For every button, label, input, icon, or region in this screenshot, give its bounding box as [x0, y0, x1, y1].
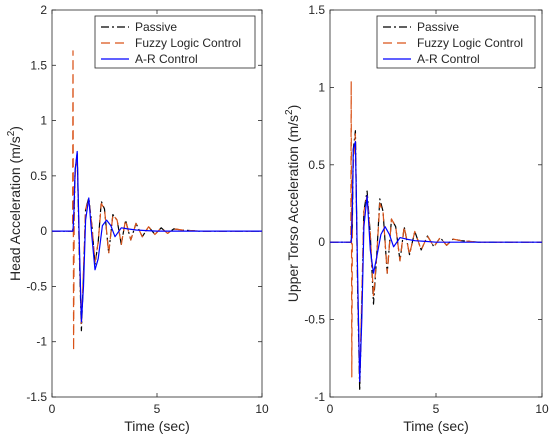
x-axis-label: Time (sec): [124, 418, 190, 434]
y-tick-label: 1: [318, 80, 325, 94]
y-tick-label: 0.5: [30, 169, 47, 183]
y-axis-label-close: ): [7, 126, 23, 131]
y-axis-label-superscript: 2: [284, 109, 295, 115]
x-tick-label: 5: [433, 402, 440, 416]
y-tick-label: 0: [318, 235, 325, 249]
legend-label: Passive: [417, 20, 459, 34]
legend: Passive Fuzzy Logic Control A-R Control: [376, 15, 536, 69]
legend-label: Fuzzy Logic Control: [135, 36, 241, 50]
x-tick-label: 5: [154, 402, 161, 416]
y-axis-label-superscript: 2: [6, 130, 17, 136]
x-tick-label: 10: [535, 402, 549, 416]
y-tick-label: 1.5: [308, 3, 325, 17]
series-line-fuzzy-logic-control: [330, 80, 542, 383]
series-group: [52, 50, 262, 352]
x-axis-label: Time (sec): [403, 418, 469, 434]
legend: Passive Fuzzy Logic Control A-R Control: [94, 15, 256, 69]
x-tick-label: 0: [327, 402, 334, 416]
y-tick-label: 0: [40, 224, 47, 238]
x-tick-label: 0: [49, 402, 56, 416]
y-axis-label-close: ): [285, 105, 301, 110]
legend-label: Passive: [135, 20, 177, 34]
series-line-a-r-control: [330, 141, 542, 383]
y-axis-label: Head Acceleration (m/s2): [6, 126, 23, 281]
series-group: [330, 80, 542, 392]
y-axis-label: Upper Torso Acceleration (m/s2): [284, 105, 301, 303]
y-axis-label-text: Upper Torso Acceleration (m/s: [285, 115, 301, 302]
y-tick-label: 0.5: [308, 158, 325, 172]
legend-label: Fuzzy Logic Control: [417, 36, 523, 50]
y-tick-label: -1: [314, 390, 325, 404]
x-tick-label: 10: [255, 402, 269, 416]
chart-panel-1: -1.5 -1 -0.5 0 0.5 1 1.5 2 0 5 10 Time (sec) Head Ac…: [6, 3, 269, 434]
y-tick-label: -1: [36, 335, 47, 349]
y-tick-label: 1: [40, 114, 47, 128]
y-tick-label: 2: [40, 3, 47, 17]
series-line-a-r-control: [52, 150, 262, 323]
y-tick-label: -0.5: [26, 279, 47, 293]
y-tick-label: -0.5: [304, 313, 325, 327]
legend-label: A-R Control: [417, 52, 480, 66]
legend-label: A-R Control: [135, 52, 198, 66]
chart-panel-2: -1 -0.5 0 0.5 1 1.5 0 5 10 Time (sec) Upper Torso …: [284, 3, 549, 434]
y-tick-label: 1.5: [30, 58, 47, 72]
y-tick-label: -1.5: [26, 390, 47, 404]
y-axis-label-text: Head Acceleration (m/s: [7, 136, 23, 281]
